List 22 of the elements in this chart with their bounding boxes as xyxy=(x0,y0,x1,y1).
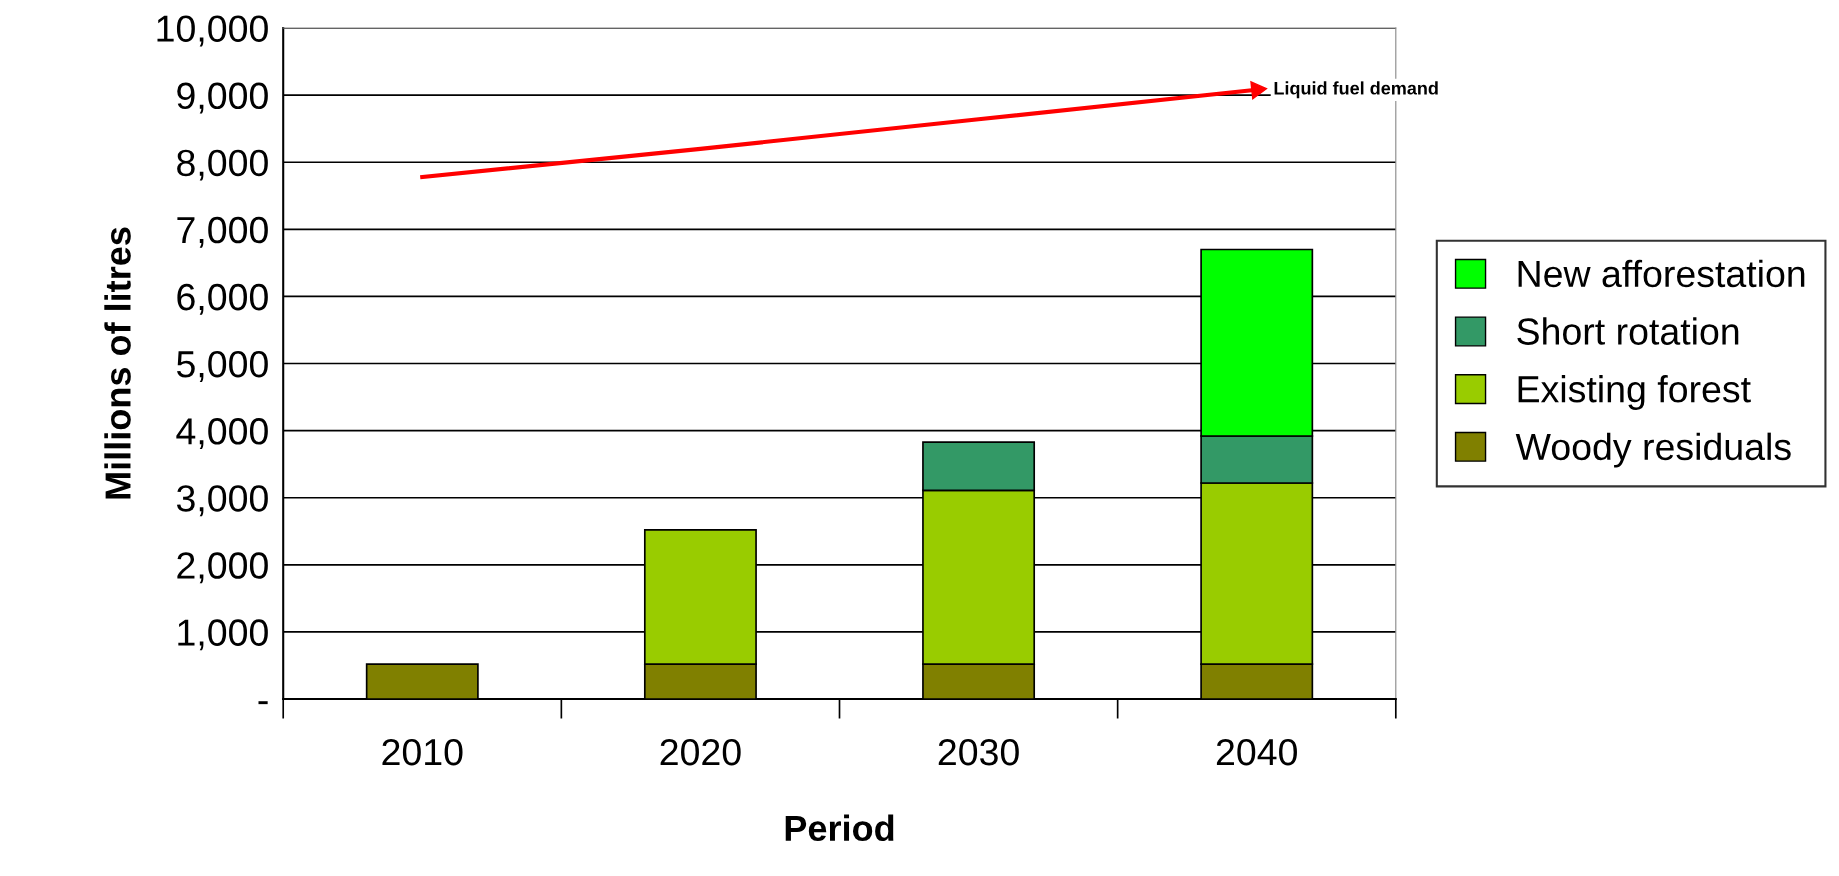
y-tick-label: 5,000 xyxy=(176,350,268,382)
y-tick-label: 4,000 xyxy=(176,418,268,450)
y-tick-label: 2,000 xyxy=(177,552,268,584)
y-tick-label: 9,000 xyxy=(177,82,268,114)
legend-label: Short rotation xyxy=(1517,317,1739,345)
x-axis-title: Period xyxy=(785,814,894,842)
y-axis-title: Millions of litres xyxy=(104,227,131,499)
legend-label: Existing forest xyxy=(1518,374,1751,410)
series-label: Liquid fuel demand xyxy=(1274,81,1438,99)
legend-label: New afforestation xyxy=(1518,259,1805,288)
y-tick-label: 1,000 xyxy=(178,619,268,651)
x-tick-label: 2040 xyxy=(1216,738,1297,766)
y-tick-label: 6,000 xyxy=(177,283,268,315)
legend-label: Woody residuals xyxy=(1515,432,1791,468)
y-tick-label: - xyxy=(258,701,268,705)
x-tick-label: 2010 xyxy=(382,738,463,766)
y-tick-label: 7,000 xyxy=(177,216,268,248)
y-tick-label: 10,000 xyxy=(157,15,268,47)
y-tick-label: 3,000 xyxy=(176,485,268,517)
y-tick-label: 8,000 xyxy=(177,149,268,181)
x-tick-label: 2030 xyxy=(938,738,1019,766)
x-tick-label: 2020 xyxy=(660,738,741,766)
